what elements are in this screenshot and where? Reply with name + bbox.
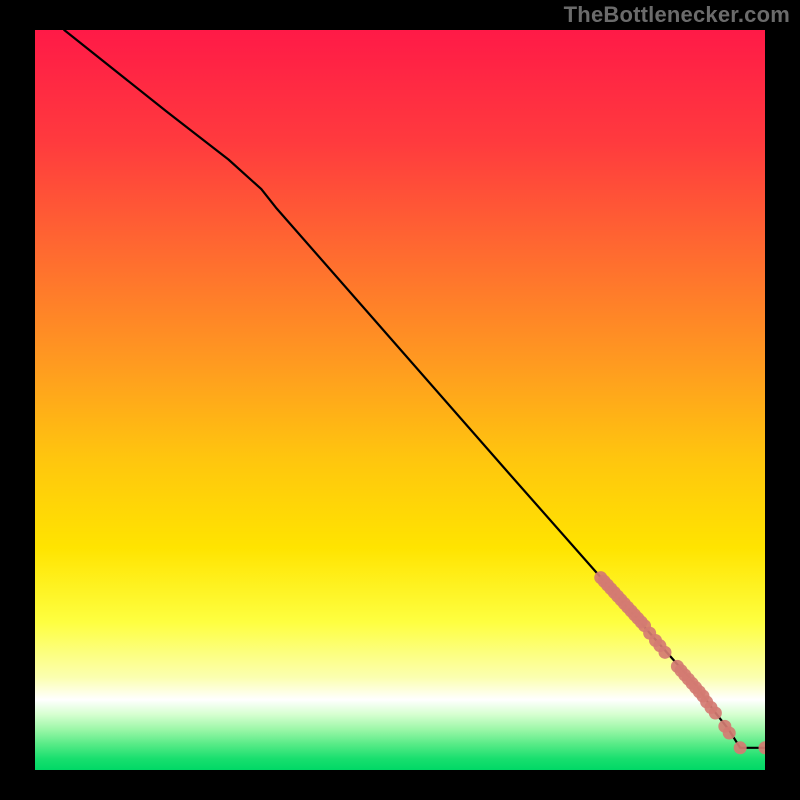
gradient-background [35, 30, 765, 770]
curve-marker [734, 741, 747, 754]
curve-marker [709, 707, 722, 720]
bottleneck-chart [35, 30, 765, 770]
curve-marker [658, 646, 671, 659]
attribution-label: TheBottlenecker.com [564, 2, 790, 28]
curve-marker [723, 727, 736, 740]
chart-frame: TheBottlenecker.com [0, 0, 800, 800]
